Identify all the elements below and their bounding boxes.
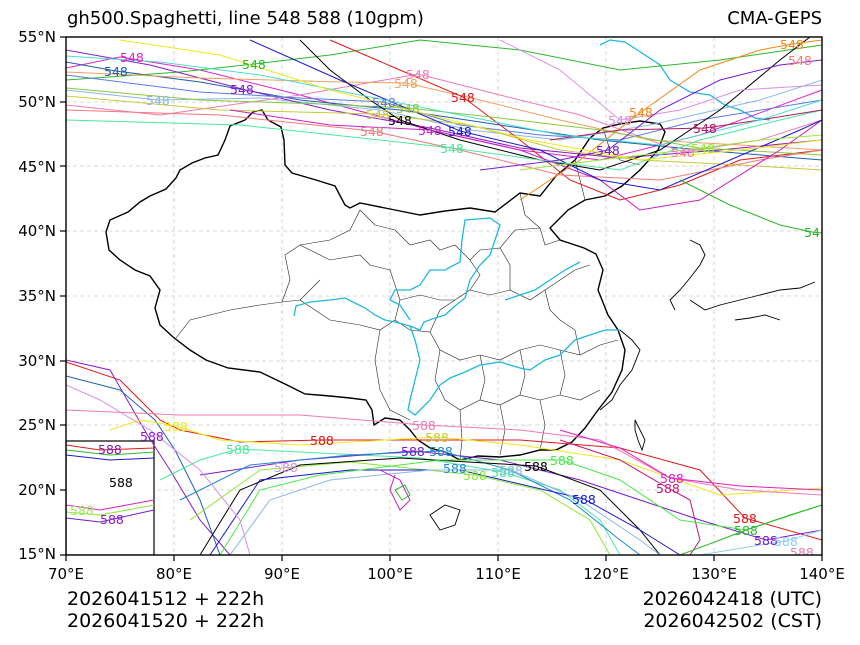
label-588: 588	[754, 533, 778, 548]
label-588: 588	[790, 545, 814, 560]
lon-tick-130: 130°E	[691, 565, 737, 583]
contour-labels-548: 548 548 548 548 548 548 548 548 548 548 …	[104, 37, 820, 240]
axis-ticks	[60, 36, 823, 561]
lat-tick-20: 20°N	[18, 481, 56, 499]
label-548: 548	[596, 143, 620, 158]
label-588: 588	[443, 461, 467, 476]
label-588: 588	[572, 492, 596, 507]
label-548: 548	[448, 124, 472, 139]
lat-tick-25: 25°N	[18, 416, 56, 434]
label-588: 588	[412, 418, 436, 433]
label-588: 588	[774, 534, 798, 549]
label-548: 548	[406, 67, 430, 82]
label-54: 54	[804, 225, 820, 240]
label-588: 588	[310, 433, 334, 448]
label-548: 548	[360, 124, 384, 139]
label-548: 548	[629, 105, 653, 120]
contours-548	[66, 37, 822, 234]
init-time-utc: 2026041512 + 222h	[67, 588, 265, 610]
lat-tick-15: 15°N	[18, 545, 56, 563]
label-588: 588	[401, 444, 425, 459]
china-border	[105, 109, 666, 461]
label-588: 588	[463, 468, 487, 483]
label-588: 588	[660, 471, 684, 486]
label-588: 588	[550, 453, 574, 468]
init-time-cst: 2026041520 + 222h	[67, 610, 265, 632]
rivers	[293, 39, 771, 416]
label-588: 588	[98, 442, 122, 457]
lon-tick-90: 90°E	[263, 565, 301, 583]
map-canvas: 548 548 548 548 548 548 548 548 548 548 …	[60, 36, 823, 561]
label-588: 588	[491, 465, 515, 480]
lat-tick-40: 40°N	[18, 222, 56, 240]
coastlines	[429, 239, 816, 531]
label-588: 588	[429, 444, 453, 459]
lat-tick-45: 45°N	[18, 158, 56, 176]
lon-tick-140: 140°E	[799, 565, 845, 583]
label-548: 548	[394, 76, 418, 91]
chart-title: gh500.Spaghetti, line 548 588 (10gpm)	[67, 8, 424, 29]
lat-tick-50: 50°N	[18, 93, 56, 111]
lon-tick-70: 70°E	[47, 565, 85, 583]
contour-labels-588: 588 588 588 588 588 588 588 588 588 588 …	[70, 418, 814, 560]
valid-time-utc: 2026042418 (UTC)	[642, 588, 822, 610]
label-588: 588	[734, 523, 758, 538]
label-548: 548	[242, 57, 266, 72]
label-548: 548	[120, 50, 144, 65]
map-plot-area: 548 548 548 548 548 548 548 548 548 548 …	[60, 36, 823, 561]
label-588: 588	[733, 511, 757, 526]
contours-588	[66, 359, 822, 555]
lon-tick-120: 120°E	[583, 565, 629, 583]
label-548: 548	[691, 141, 715, 156]
lon-tick-80: 80°E	[155, 565, 193, 583]
label-588: 588	[140, 429, 164, 444]
valid-time-cst: 2026042502 (CST)	[643, 610, 822, 632]
label-548: 548	[671, 145, 695, 160]
valid-time-block: 2026042418 (UTC) 2026042502 (CST)	[643, 588, 822, 632]
label-548: 548	[230, 82, 254, 97]
lon-tick-100: 100°E	[367, 565, 413, 583]
label-588: 588	[164, 419, 188, 434]
label-548: 548	[366, 107, 390, 122]
lon-tick-110: 110°E	[475, 565, 521, 583]
label-548: 548	[396, 101, 420, 116]
label-588: 588	[226, 442, 250, 457]
label-548: 548	[780, 37, 804, 52]
label-588: 588	[425, 430, 449, 445]
init-time-block: 2026041512 + 222h 2026041520 + 222h	[67, 588, 264, 632]
label-588: 588	[274, 460, 298, 475]
label-548: 548	[146, 93, 170, 108]
label-548: 548	[451, 90, 475, 105]
label-548: 548	[104, 64, 128, 79]
label-548: 548	[440, 141, 464, 156]
label-548: 548	[788, 53, 812, 68]
lat-tick-30: 30°N	[18, 352, 56, 370]
label-588: 588	[499, 463, 523, 478]
label-588: 588	[524, 459, 548, 474]
graticule-grid	[66, 37, 822, 555]
inset-contours	[66, 444, 155, 523]
lat-tick-35: 35°N	[18, 287, 56, 305]
label-548: 548	[418, 123, 442, 138]
label-548: 548	[608, 113, 632, 128]
province-borders	[175, 127, 641, 461]
label-588: 588	[100, 512, 124, 527]
label-588: 588	[109, 475, 133, 490]
label-588: 588	[656, 481, 680, 496]
model-source-label: CMA-GEPS	[727, 8, 822, 29]
label-548: 548	[693, 121, 717, 136]
lat-tick-55: 55°N	[18, 28, 56, 46]
label-548: 548	[388, 113, 412, 128]
label-548: 548	[372, 95, 396, 110]
label-588: 588	[70, 503, 94, 518]
